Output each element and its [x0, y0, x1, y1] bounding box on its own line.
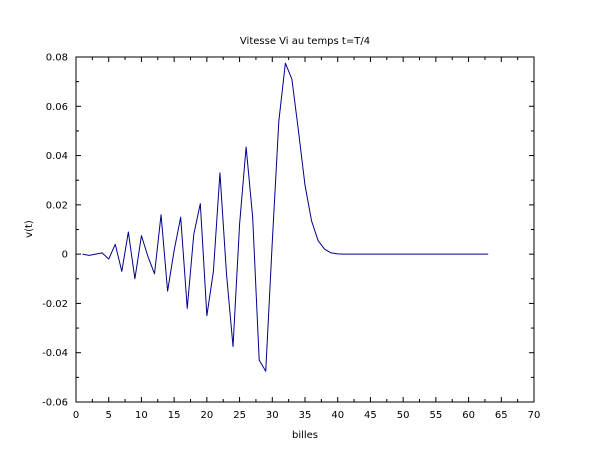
x-tick-label: 40: [331, 410, 344, 421]
x-tick-label: 30: [266, 410, 279, 421]
x-tick-label: 35: [299, 410, 312, 421]
y-tick-label: -0.06: [42, 398, 68, 409]
x-tick-label: 25: [233, 410, 246, 421]
x-tick-label: 70: [528, 410, 541, 421]
series-line: [83, 63, 489, 371]
x-axis-title: billes: [292, 430, 318, 441]
y-tick-label: 0.06: [46, 102, 68, 113]
minor-ticks: [76, 57, 534, 402]
y-tick-label: 0.02: [46, 200, 68, 211]
y-axis-ticks: -0.06 -0.04 -0.02 0 0.02 0.04 0.06 0.08: [42, 53, 534, 409]
x-tick-label: 0: [73, 410, 79, 421]
y-tick-label: 0.08: [46, 53, 68, 64]
y-tick-label: -0.02: [42, 299, 68, 310]
x-tick-label: 60: [462, 410, 475, 421]
plot-frame: [76, 57, 534, 402]
chart-title: Vitesse Vi au temps t=T/4: [240, 36, 370, 47]
y-tick-label: 0: [62, 250, 68, 261]
data-points: [83, 63, 489, 371]
y-axis-title: v(t): [24, 220, 35, 238]
x-tick-label: 65: [495, 410, 508, 421]
x-tick-label: 5: [106, 410, 112, 421]
x-tick-label: 55: [429, 410, 442, 421]
x-tick-label: 50: [397, 410, 410, 421]
x-tick-label: 15: [168, 410, 181, 421]
x-tick-label: 45: [364, 410, 377, 421]
x-tick-label: 10: [135, 410, 148, 421]
y-tick-label: -0.04: [42, 348, 68, 359]
x-tick-label: 20: [200, 410, 213, 421]
y-tick-label: 0.04: [46, 151, 68, 162]
